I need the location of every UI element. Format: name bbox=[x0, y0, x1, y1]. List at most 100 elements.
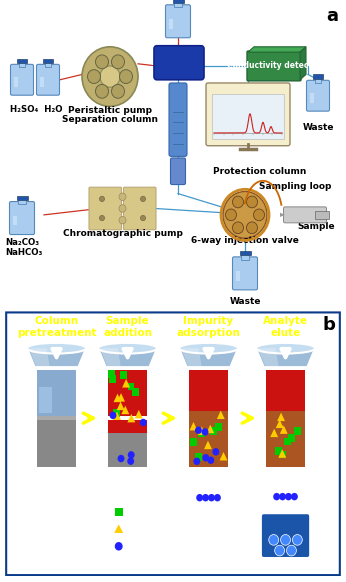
Bar bbox=[109, 375, 116, 383]
Circle shape bbox=[285, 493, 292, 501]
Text: Organic impurity: Organic impurity bbox=[128, 507, 210, 517]
Text: Sampling loop: Sampling loop bbox=[259, 182, 331, 191]
Bar bbox=[115, 508, 122, 516]
Polygon shape bbox=[113, 411, 121, 420]
Text: a: a bbox=[326, 8, 338, 26]
Polygon shape bbox=[300, 47, 306, 80]
FancyBboxPatch shape bbox=[261, 513, 310, 558]
Circle shape bbox=[275, 545, 284, 556]
FancyBboxPatch shape bbox=[169, 83, 187, 157]
Bar bbox=[215, 423, 222, 431]
Text: b: b bbox=[322, 315, 335, 333]
FancyBboxPatch shape bbox=[154, 46, 204, 80]
Bar bbox=[17, 59, 27, 63]
Circle shape bbox=[291, 493, 298, 501]
Bar bbox=[210, 427, 217, 435]
Ellipse shape bbox=[98, 343, 157, 353]
Bar bbox=[43, 59, 53, 63]
Text: Impurity
adsorption: Impurity adsorption bbox=[176, 317, 240, 338]
Polygon shape bbox=[276, 420, 284, 428]
Bar bbox=[310, 94, 314, 102]
Polygon shape bbox=[206, 425, 214, 433]
Circle shape bbox=[140, 419, 147, 426]
FancyBboxPatch shape bbox=[206, 83, 290, 146]
Bar bbox=[283, 491, 289, 501]
Polygon shape bbox=[29, 348, 50, 367]
Bar bbox=[132, 388, 139, 396]
Bar bbox=[174, 2, 182, 8]
Bar bbox=[313, 74, 323, 79]
Ellipse shape bbox=[27, 343, 86, 353]
Polygon shape bbox=[248, 47, 306, 52]
Polygon shape bbox=[278, 449, 286, 458]
Circle shape bbox=[100, 66, 120, 87]
Polygon shape bbox=[190, 422, 198, 431]
Polygon shape bbox=[27, 348, 86, 367]
Bar bbox=[315, 77, 321, 83]
Bar bbox=[45, 62, 51, 67]
Text: Column
pretreatment: Column pretreatment bbox=[17, 317, 96, 338]
Polygon shape bbox=[114, 524, 123, 533]
Bar bbox=[173, 0, 183, 3]
Bar bbox=[40, 77, 44, 87]
Text: Chromatographic pump: Chromatographic pump bbox=[63, 229, 182, 238]
Bar bbox=[120, 468, 136, 492]
Polygon shape bbox=[135, 410, 143, 418]
Circle shape bbox=[119, 205, 126, 212]
Text: Waste: Waste bbox=[302, 123, 334, 132]
Polygon shape bbox=[181, 348, 202, 367]
Bar bbox=[195, 453, 202, 460]
Bar bbox=[37, 370, 76, 416]
Text: Na₂CO₃
NaHCO₃: Na₂CO₃ NaHCO₃ bbox=[5, 238, 42, 257]
Circle shape bbox=[140, 196, 146, 201]
Bar bbox=[106, 367, 149, 469]
Circle shape bbox=[212, 448, 219, 456]
FancyBboxPatch shape bbox=[165, 5, 191, 38]
FancyBboxPatch shape bbox=[247, 51, 301, 81]
Bar bbox=[315, 211, 329, 219]
Circle shape bbox=[82, 47, 138, 107]
Bar bbox=[212, 94, 284, 139]
Circle shape bbox=[286, 545, 297, 556]
Text: Waste: Waste bbox=[229, 297, 261, 306]
Bar bbox=[19, 62, 25, 67]
Bar bbox=[189, 411, 228, 467]
Circle shape bbox=[88, 70, 100, 83]
Circle shape bbox=[233, 222, 244, 233]
Bar bbox=[108, 433, 147, 467]
Ellipse shape bbox=[179, 343, 238, 353]
Bar bbox=[288, 434, 295, 442]
Polygon shape bbox=[113, 393, 121, 402]
Bar bbox=[187, 367, 230, 469]
Circle shape bbox=[223, 191, 267, 238]
Circle shape bbox=[100, 215, 104, 221]
Polygon shape bbox=[270, 428, 278, 437]
FancyBboxPatch shape bbox=[10, 65, 34, 95]
Text: Waste: Waste bbox=[162, 49, 194, 58]
Text: H₂SO₄  H₂O: H₂SO₄ H₂O bbox=[10, 105, 63, 113]
Polygon shape bbox=[98, 348, 157, 367]
Circle shape bbox=[111, 55, 125, 69]
Bar bbox=[187, 367, 230, 469]
Circle shape bbox=[279, 493, 286, 501]
Bar bbox=[108, 370, 147, 416]
Bar bbox=[264, 367, 307, 469]
Bar bbox=[277, 468, 293, 492]
Bar bbox=[198, 430, 205, 437]
Circle shape bbox=[111, 84, 125, 98]
Polygon shape bbox=[121, 406, 129, 414]
Circle shape bbox=[195, 427, 202, 434]
FancyBboxPatch shape bbox=[171, 158, 185, 184]
Bar bbox=[35, 367, 78, 469]
Polygon shape bbox=[256, 348, 315, 367]
Circle shape bbox=[110, 411, 117, 419]
Bar bbox=[125, 491, 130, 501]
Text: Sample: Sample bbox=[297, 222, 335, 230]
Bar bbox=[35, 367, 78, 469]
Circle shape bbox=[254, 209, 264, 221]
FancyBboxPatch shape bbox=[233, 257, 257, 290]
Circle shape bbox=[95, 55, 109, 69]
Text: Color  substance: Color substance bbox=[128, 524, 209, 534]
Bar bbox=[241, 254, 249, 260]
Text: Analyte
elute: Analyte elute bbox=[263, 317, 308, 338]
